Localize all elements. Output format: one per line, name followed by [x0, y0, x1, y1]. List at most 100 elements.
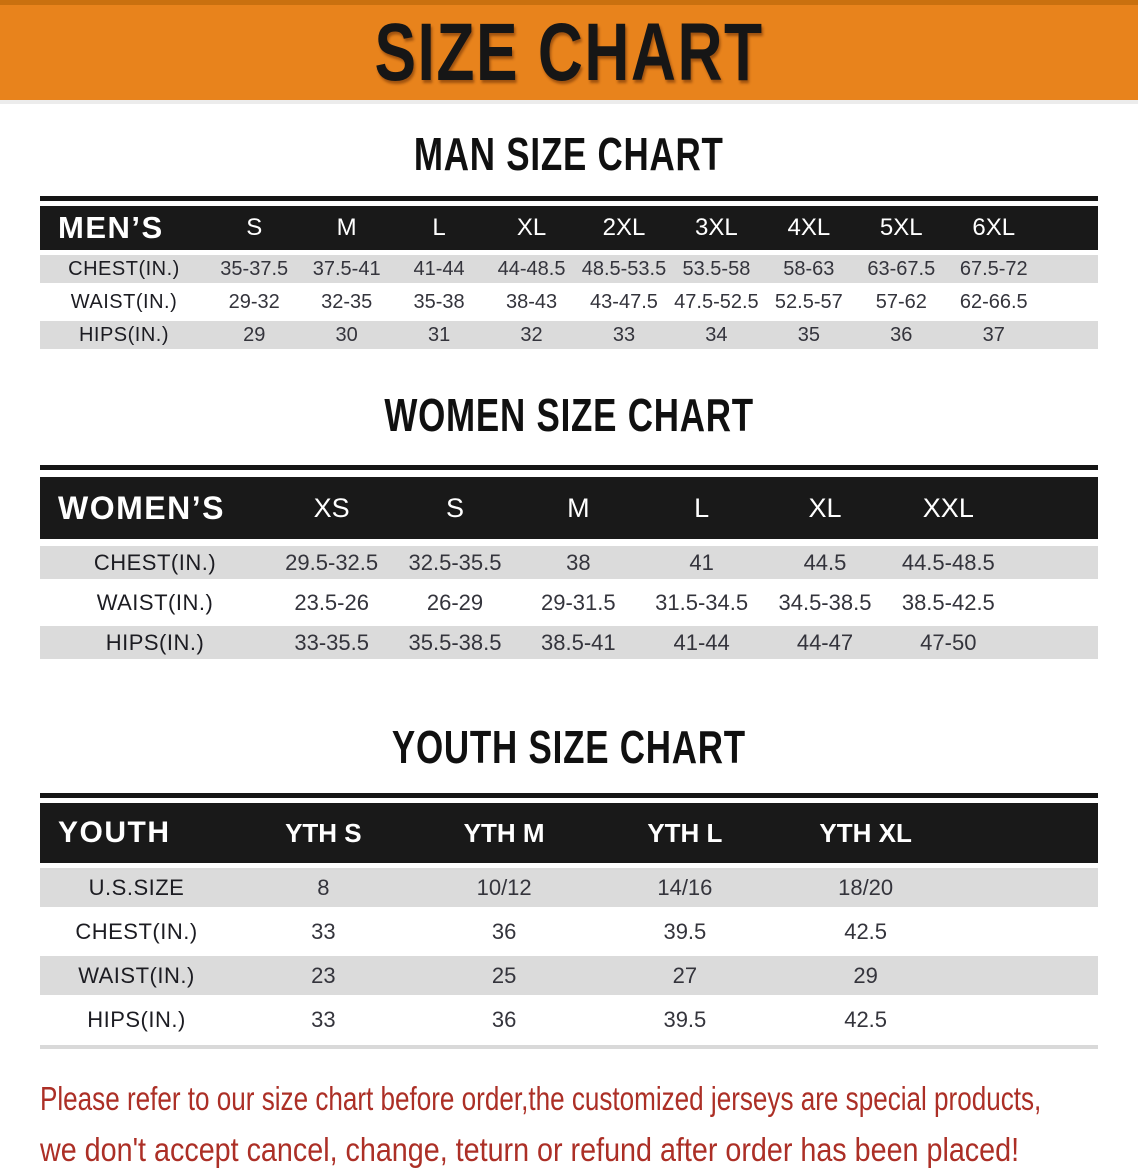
men-section: MAN SIZE CHART MEN’S S M L XL 2XL 3XL 4XL 5XL 6XL…: [0, 131, 1138, 354]
row-label: CHEST(IN.): [68, 257, 180, 280]
value-cell: 27: [672, 962, 698, 988]
divider: [40, 793, 1098, 798]
table-corner-label: MEN’S: [58, 210, 164, 245]
table-row: HIPS(IN.) 29 30 31 32 33 34 35 36 37: [40, 321, 1098, 349]
women-section: WOMEN SIZE CHART WOMEN’S XS S M L XL XXL CHEST(…: [0, 392, 1138, 666]
row-label: U.S.SIZE: [88, 874, 185, 900]
column-header: 4XL: [787, 214, 831, 241]
value-cell: 30: [335, 323, 358, 346]
page-title-text: SIZE CHART: [374, 6, 764, 98]
table-corner-label: YOUTH: [58, 816, 171, 849]
value-cell: 29: [243, 323, 266, 346]
value-cell: 44.5-48.5: [901, 549, 995, 575]
divider: [40, 1045, 1098, 1049]
value-cell: 29.5-32.5: [285, 549, 379, 575]
spacer-cell: [1040, 255, 1098, 283]
spacer-cell: [1010, 586, 1098, 619]
table-row: CHEST(IN.) 35-37.5 37.5-41 41-44 44-48.5 48.5…: [40, 255, 1098, 283]
value-cell: 32.5-35.5: [408, 549, 502, 575]
value-cell: 35-38: [413, 290, 465, 313]
value-cell: 37.5-41: [312, 257, 381, 280]
value-cell: 36: [890, 323, 913, 346]
row-label: WAIST(IN.): [78, 962, 195, 988]
women-section-heading: WOMEN SIZE CHART: [0, 392, 1138, 438]
header-row: YOUTH YTH S YTH M YTH L YTH XL: [40, 803, 1098, 863]
spacer-cell: [1040, 288, 1098, 316]
row-label: HIPS(IN.): [105, 629, 205, 655]
row-label: HIPS(IN.): [78, 323, 170, 346]
value-cell: 62-66.5: [959, 290, 1028, 313]
column-header: XL: [808, 492, 842, 523]
column-header: YTH S: [285, 817, 362, 848]
value-cell: 29-31.5: [541, 589, 616, 615]
value-cell: 39.5: [663, 918, 707, 944]
men-section-heading-text: MAN SIZE CHART: [414, 128, 724, 180]
column-header: XS: [313, 492, 350, 523]
spacer-cell: [1010, 626, 1098, 659]
column-header: L: [432, 214, 446, 241]
value-cell: 34.5-38.5: [778, 589, 872, 615]
value-cell: 10/12: [476, 874, 532, 900]
spacer-cell: [1010, 546, 1098, 579]
spacer-cell: [956, 868, 1098, 907]
header-row: MEN’S S M L XL 2XL 3XL 4XL 5XL 6XL: [40, 206, 1098, 250]
value-cell: 41-44: [413, 257, 465, 280]
table-row: CHEST(IN.) 33 36 39.5 42.5: [40, 912, 1098, 951]
value-cell: 39.5: [663, 1006, 707, 1032]
youth-table-wrap: YOUTH YTH S YTH M YTH L YTH XL U.S.SIZE 8 10/12…: [40, 793, 1098, 1049]
row-label: CHEST(IN.): [75, 918, 198, 944]
value-cell: 35.5-38.5: [408, 629, 502, 655]
value-cell: 38.5-41: [541, 629, 616, 655]
table-row: WAIST(IN.) 29-32 32-35 35-38 38-43 43-47.5 47.…: [40, 288, 1098, 316]
value-cell: 33: [311, 1006, 336, 1032]
column-header: S: [246, 214, 263, 241]
value-cell: 47-50: [920, 629, 977, 655]
value-cell: 41: [689, 549, 714, 575]
spacer-cell: [956, 956, 1098, 995]
value-cell: 41-44: [673, 629, 730, 655]
column-header: YTH M: [463, 817, 545, 848]
youth-section-heading: YOUTH SIZE CHART: [0, 724, 1138, 770]
value-cell: 36: [491, 918, 517, 944]
value-cell: 48.5-53.5: [581, 257, 667, 280]
value-cell: 58-63: [783, 257, 835, 280]
value-cell: 38: [566, 549, 591, 575]
banner: SIZE CHART: [0, 0, 1138, 104]
women-size-table: WOMEN’S XS S M L XL XXL CHEST(IN.) 29.5-32.5 32.5…: [40, 470, 1098, 666]
column-header: S: [445, 492, 464, 523]
value-cell: 23.5-26: [294, 589, 369, 615]
value-cell: 37: [982, 323, 1005, 346]
value-cell: 52.5-57: [774, 290, 843, 313]
spacer-cell: [956, 1000, 1098, 1039]
column-header: 6XL: [972, 214, 1016, 241]
column-header: M: [336, 214, 357, 241]
header-row: WOMEN’S XS S M L XL XXL: [40, 477, 1098, 539]
value-cell: 35: [797, 323, 820, 346]
column-header: YTH XL: [819, 817, 912, 848]
column-header: 5XL: [879, 214, 923, 241]
value-cell: 25: [491, 962, 517, 988]
value-cell: 44-48.5: [497, 257, 566, 280]
table-row: CHEST(IN.) 29.5-32.5 32.5-35.5 38 41 44.5 44.5…: [40, 546, 1098, 579]
value-cell: 44-47: [796, 629, 854, 655]
value-cell: 33-35.5: [294, 629, 369, 655]
column-header: L: [694, 492, 710, 523]
value-cell: 26-29: [426, 589, 484, 615]
value-cell: 67.5-72: [959, 257, 1028, 280]
order-notice: Please refer to our size chart before or…: [40, 1073, 1138, 1175]
men-table-wrap: MEN’S S M L XL 2XL 3XL 4XL 5XL 6XL CHEST(IN.) 35-37…: [40, 196, 1098, 354]
value-cell: 29-32: [228, 290, 280, 313]
spacer-cell: [1010, 477, 1098, 539]
men-size-table: MEN’S S M L XL 2XL 3XL 4XL 5XL 6XL CHEST(IN.) 35-37…: [40, 201, 1098, 354]
value-cell: 31: [427, 323, 451, 346]
value-cell: 57-62: [875, 290, 927, 313]
value-cell: 14/16: [657, 874, 713, 900]
value-cell: 23: [311, 962, 336, 988]
value-cell: 36: [491, 1006, 517, 1032]
spacer-cell: [1040, 206, 1098, 250]
youth-size-table: YOUTH YTH S YTH M YTH L YTH XL U.S.SIZE 8 10/12…: [40, 798, 1098, 1044]
value-cell: 63-67.5: [867, 257, 936, 280]
spacer-cell: [956, 803, 1098, 863]
row-label: WAIST(IN.): [70, 290, 178, 313]
value-cell: 8: [317, 874, 330, 900]
